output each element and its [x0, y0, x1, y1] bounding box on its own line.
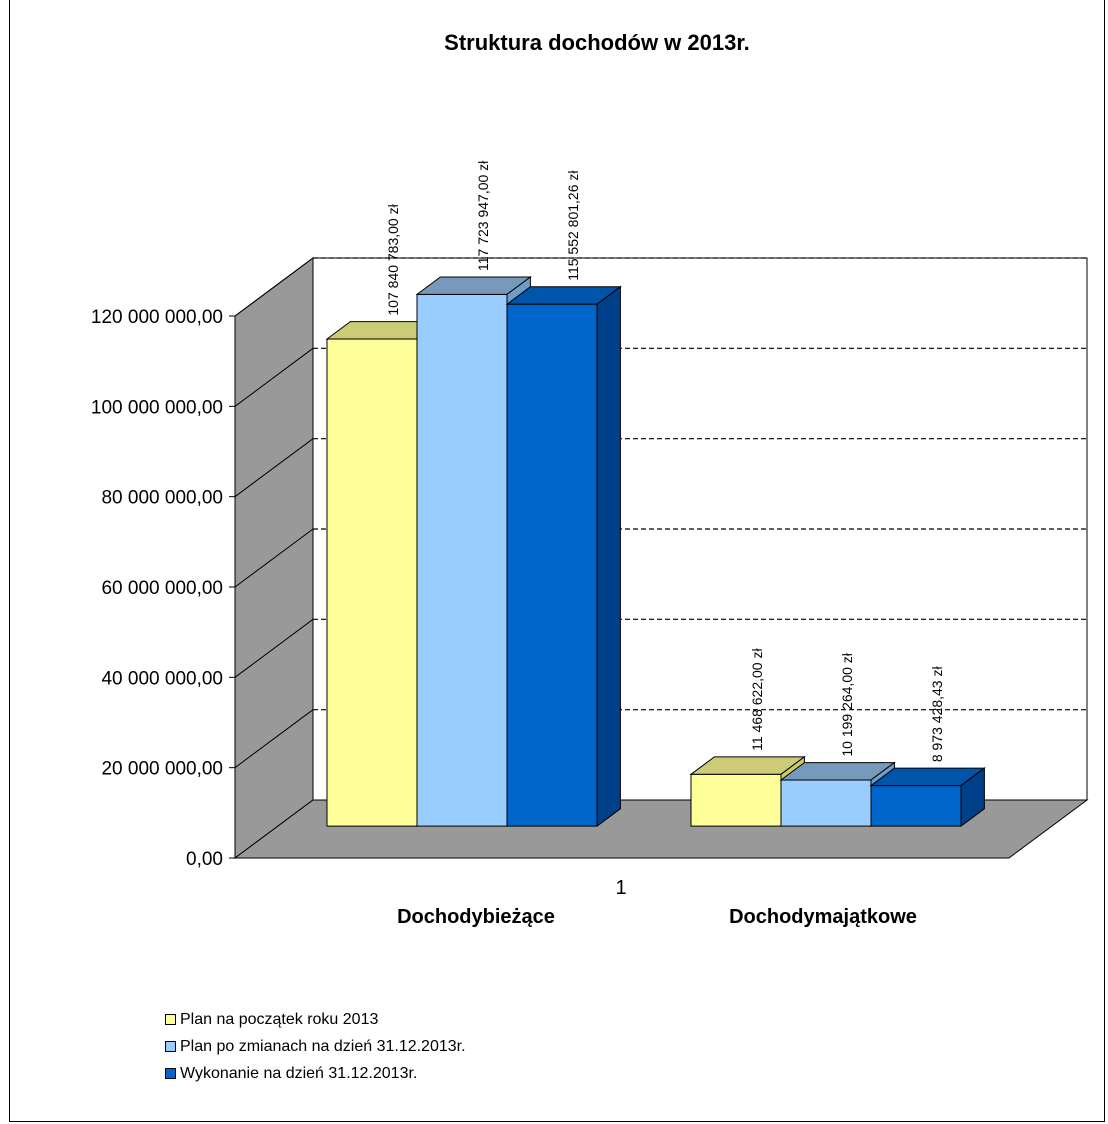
legend-item-plan-poczatek: Plan na początek roku 2013 [165, 1006, 466, 1033]
gridline-side [234, 528, 314, 588]
y-tick-label: 120 000 000,00 [91, 307, 223, 328]
y-axis: 0,00 20 000 000,00 40 000 000,00 60 000 000… [91, 307, 236, 870]
y-tick-label: 20 000 000,00 [101, 759, 223, 780]
legend-label: Plan po zmianach na dzień 31.12.2013r. [180, 1037, 466, 1055]
bar-front [870, 785, 962, 827]
data-label: 10 199 264,00 zł [839, 652, 855, 756]
legend-swatch [165, 1014, 176, 1025]
bar-front [326, 338, 418, 827]
bar-front [690, 773, 782, 827]
gridline-side [234, 438, 314, 498]
bar-front [506, 303, 598, 827]
bar-front [416, 293, 508, 827]
y-tick-label: 100 000 000,00 [91, 397, 223, 418]
data-label: 117 723 947,00 zł [475, 160, 491, 271]
bar-front [780, 779, 872, 827]
data-label: 115 552 801,26 zł [565, 170, 581, 281]
legend: Plan na początek roku 2013 Plan po zmian… [165, 1006, 466, 1087]
chart-title: Struktura dochodów w 2013r. [444, 30, 750, 55]
legend-label: Wykonanie na dzień 31.12.2013r. [180, 1064, 418, 1082]
category-label-dochody-majatkowe: Dochodymajątkowe [729, 906, 917, 928]
legend-label: Plan na początek roku 2013 [180, 1010, 379, 1028]
data-label: 11 468 622,00 zł [749, 648, 765, 751]
legend-swatch [165, 1041, 176, 1052]
gridline-side [234, 618, 314, 678]
data-labels: 107 840 783,00 zł 117 723 947,00 zł 115 55… [385, 160, 945, 762]
gridline-side [234, 709, 314, 769]
gridline-side [234, 257, 314, 317]
bar-side [596, 285, 621, 828]
y-tick-label: 80 000 000,00 [101, 488, 223, 509]
category-label-dochody-biezace: Dochodybieżące [397, 906, 555, 928]
gridline-side [234, 347, 314, 407]
bar-side [960, 767, 985, 828]
x-tick-label: 1 [615, 877, 626, 899]
legend-item-wykonanie: Wykonanie na dzień 31.12.2013r. [165, 1060, 466, 1087]
y-tick-label: 60 000 000,00 [101, 578, 223, 599]
legend-swatch [165, 1068, 176, 1079]
data-label: 107 840 783,00 zł [385, 203, 401, 315]
bars [325, 275, 986, 828]
data-label: 8 973 428,43 zł [929, 666, 945, 763]
y-tick-label: 0,00 [186, 849, 223, 870]
y-tick-label: 40 000 000,00 [101, 668, 223, 689]
legend-item-plan-po-zmianach: Plan po zmianach na dzień 31.12.2013r. [165, 1033, 466, 1060]
